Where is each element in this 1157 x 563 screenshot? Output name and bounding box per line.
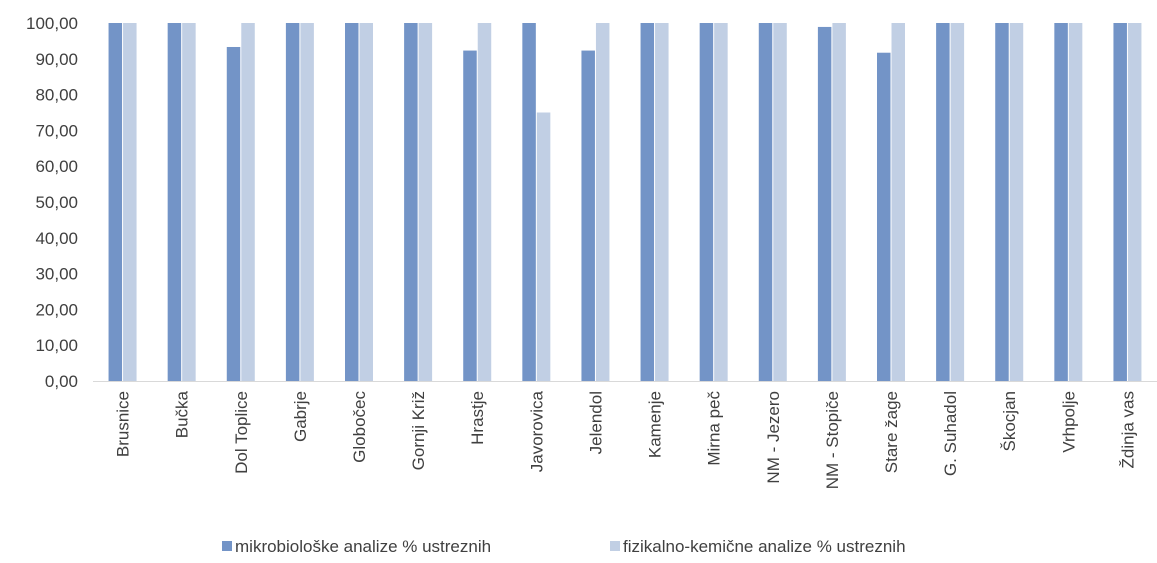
legend: mikrobiološke analize % ustreznih fizikal… bbox=[222, 537, 906, 556]
x-tick-label: Globočec bbox=[350, 391, 369, 463]
bar-fizikalno-kemicne bbox=[1127, 23, 1142, 381]
x-tick-label: Jelendol bbox=[586, 391, 605, 454]
bar-fizikalno-kemicne bbox=[1068, 23, 1083, 381]
x-tick-label: Hrastje bbox=[468, 391, 487, 445]
x-tick-label: Mirna peč bbox=[705, 391, 724, 466]
y-tick-label: 60,00 bbox=[35, 157, 78, 176]
x-tick-label: Vrhpolje bbox=[1059, 391, 1078, 453]
bar-mikrobioloske bbox=[877, 52, 891, 382]
x-tick-label: Škocjan bbox=[1000, 391, 1019, 451]
y-tick-label: 90,00 bbox=[35, 50, 78, 69]
bar-fizikalno-kemicne bbox=[891, 23, 905, 381]
x-tick-label: NM - Stopiče bbox=[823, 391, 842, 489]
x-tick-label: NM - Jezero bbox=[764, 391, 783, 484]
y-tick-label: 70,00 bbox=[35, 121, 78, 140]
bar-fizikalno-kemicne bbox=[1009, 23, 1024, 381]
bar-mikrobioloske bbox=[817, 26, 832, 382]
bar-fizikalno-kemicne bbox=[300, 23, 314, 381]
bar-mikrobioloske bbox=[758, 23, 773, 381]
y-tick-label: 10,00 bbox=[35, 336, 78, 355]
bar-mikrobioloske bbox=[345, 23, 359, 381]
y-tick-label: 50,00 bbox=[35, 193, 78, 212]
bar-mikrobioloske bbox=[404, 23, 418, 381]
x-axis-tick-labels: Brusnice Bučka Dol Toplice Gabrje Globočec Go… bbox=[114, 390, 1138, 489]
legend-label: mikrobiološke analize % ustreznih bbox=[235, 537, 491, 556]
y-axis-tick-labels: 0,00 10,00 20,00 30,00 40,00 50,00 60,00 70,00 8… bbox=[26, 14, 78, 391]
bar-mikrobioloske bbox=[1113, 23, 1127, 381]
bar-mikrobioloske bbox=[108, 23, 123, 381]
x-tick-label: Ždinja vas bbox=[1118, 391, 1137, 468]
x-tick-label: Stare žage bbox=[882, 391, 901, 473]
y-tick-label: 20,00 bbox=[35, 300, 78, 319]
bar-fizikalno-kemicne bbox=[418, 23, 433, 381]
bar-fizikalno-kemicne bbox=[655, 23, 669, 381]
bar-fizikalno-kemicne bbox=[950, 23, 965, 381]
bar-mikrobioloske bbox=[936, 23, 950, 381]
bar-mikrobioloske bbox=[995, 23, 1009, 381]
bar-fizikalno-kemicne bbox=[123, 23, 137, 381]
bar-fizikalno-kemicne bbox=[773, 23, 787, 381]
bar-mikrobioloske bbox=[640, 23, 655, 381]
bar-mikrobioloske bbox=[463, 50, 477, 381]
bar-fizikalno-kemicne bbox=[477, 23, 492, 381]
bar-fizikalno-kemicne bbox=[182, 23, 196, 381]
legend-label: fizikalno-kemične analize % ustreznih bbox=[623, 537, 906, 556]
bar-mikrobioloske bbox=[699, 23, 714, 381]
bar-mikrobioloske bbox=[1054, 23, 1068, 381]
bar-fizikalno-kemicne bbox=[595, 23, 610, 381]
y-tick-label: 0,00 bbox=[45, 372, 78, 391]
bars bbox=[108, 23, 1142, 382]
x-tick-label: Gabrje bbox=[291, 391, 310, 442]
x-tick-label: Bučka bbox=[173, 390, 192, 438]
x-tick-label: Javorovica bbox=[527, 390, 546, 472]
bar-mikrobioloske bbox=[285, 23, 300, 381]
x-tick-label: Brusnice bbox=[114, 391, 133, 457]
x-tick-label: G. Suhadol bbox=[941, 391, 960, 476]
legend-swatch bbox=[610, 541, 620, 551]
bar-fizikalno-kemicne bbox=[536, 112, 551, 381]
legend-swatch bbox=[222, 541, 232, 551]
bar-fizikalno-kemicne bbox=[359, 23, 373, 381]
x-tick-label: Dol Toplice bbox=[232, 391, 251, 474]
x-tick-label: Kamenje bbox=[646, 391, 665, 458]
y-tick-label: 30,00 bbox=[35, 265, 78, 284]
bar-fizikalno-kemicne bbox=[832, 23, 846, 381]
bar-mikrobioloske bbox=[581, 50, 595, 381]
bar-mikrobioloske bbox=[226, 46, 241, 382]
y-tick-label: 80,00 bbox=[35, 86, 78, 105]
bar-mikrobioloske bbox=[522, 23, 536, 381]
y-tick-label: 40,00 bbox=[35, 229, 78, 248]
y-tick-label: 100,00 bbox=[26, 14, 78, 33]
bar-mikrobioloske bbox=[167, 23, 182, 381]
x-tick-label: Gornji Križ bbox=[409, 391, 428, 470]
bar-fizikalno-kemicne bbox=[241, 23, 255, 381]
bar-fizikalno-kemicne bbox=[714, 23, 728, 381]
